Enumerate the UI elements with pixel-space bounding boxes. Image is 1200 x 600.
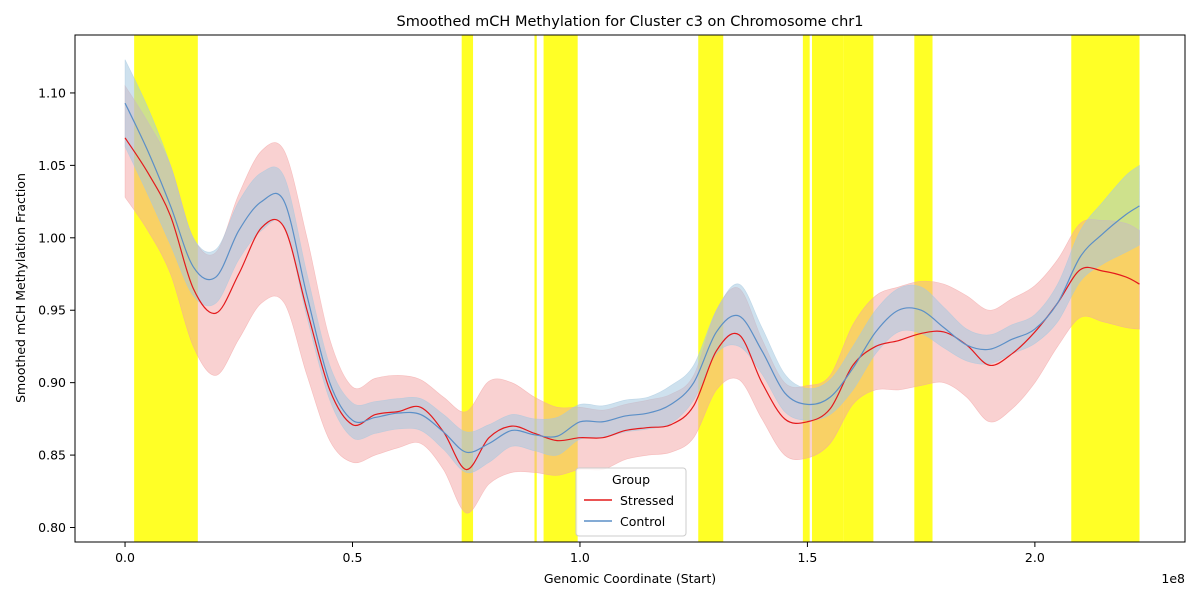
band-stressed: [124, 84, 1140, 514]
x-tick-label-2: 1.0: [570, 550, 590, 565]
x-axis-label: Genomic Coordinate (Start): [544, 571, 716, 586]
highlight-region-4: [698, 35, 724, 542]
y-tick-label-2: 0.90: [38, 375, 66, 390]
y-tick-label-6: 1.10: [38, 85, 66, 100]
highlight-region-7: [843, 35, 874, 542]
legend-label-control: Control: [620, 514, 665, 529]
y-tick-label-3: 0.95: [38, 303, 66, 318]
chart-title: Smoothed mCH Methylation for Cluster c3 …: [397, 14, 864, 30]
highlight-region-1: [461, 35, 474, 542]
line-control: [124, 102, 1140, 454]
series-lines: [124, 102, 1140, 471]
highlight-region-5: [802, 35, 810, 542]
legend: Group Stressed Control: [575, 467, 687, 537]
y-tick-label-0: 0.80: [38, 520, 66, 535]
legend-title: Group: [612, 472, 650, 487]
y-axis-label: Smoothed mCH Methylation Fraction: [13, 173, 28, 403]
y-tick-label-4: 1.00: [38, 230, 66, 245]
legend-box: [575, 467, 687, 537]
y-tick-label-1: 0.85: [38, 448, 66, 463]
legend-label-stressed: Stressed: [620, 493, 674, 508]
band-control: [124, 59, 1140, 474]
y-tick-label-5: 1.05: [38, 158, 66, 173]
line-stressed: [124, 137, 1140, 471]
x-axis-offset: 1e8: [1161, 571, 1185, 586]
highlight-region-6: [811, 35, 844, 542]
x-tick-label-1: 0.5: [343, 550, 363, 565]
y-axis-ticks: 0.80 0.85 0.90 0.95 1.00 1.05 1.10: [38, 85, 75, 535]
confidence-bands: [124, 59, 1140, 514]
x-tick-label-4: 2.0: [1025, 550, 1045, 565]
x-tick-label-3: 1.5: [797, 550, 817, 565]
x-tick-label-0: 0.0: [115, 550, 135, 565]
x-axis-ticks: 0.0 0.5 1.0 1.5 2.0: [115, 542, 1045, 565]
plot-frame: [74, 34, 1186, 543]
highlight-region-2: [534, 35, 537, 542]
